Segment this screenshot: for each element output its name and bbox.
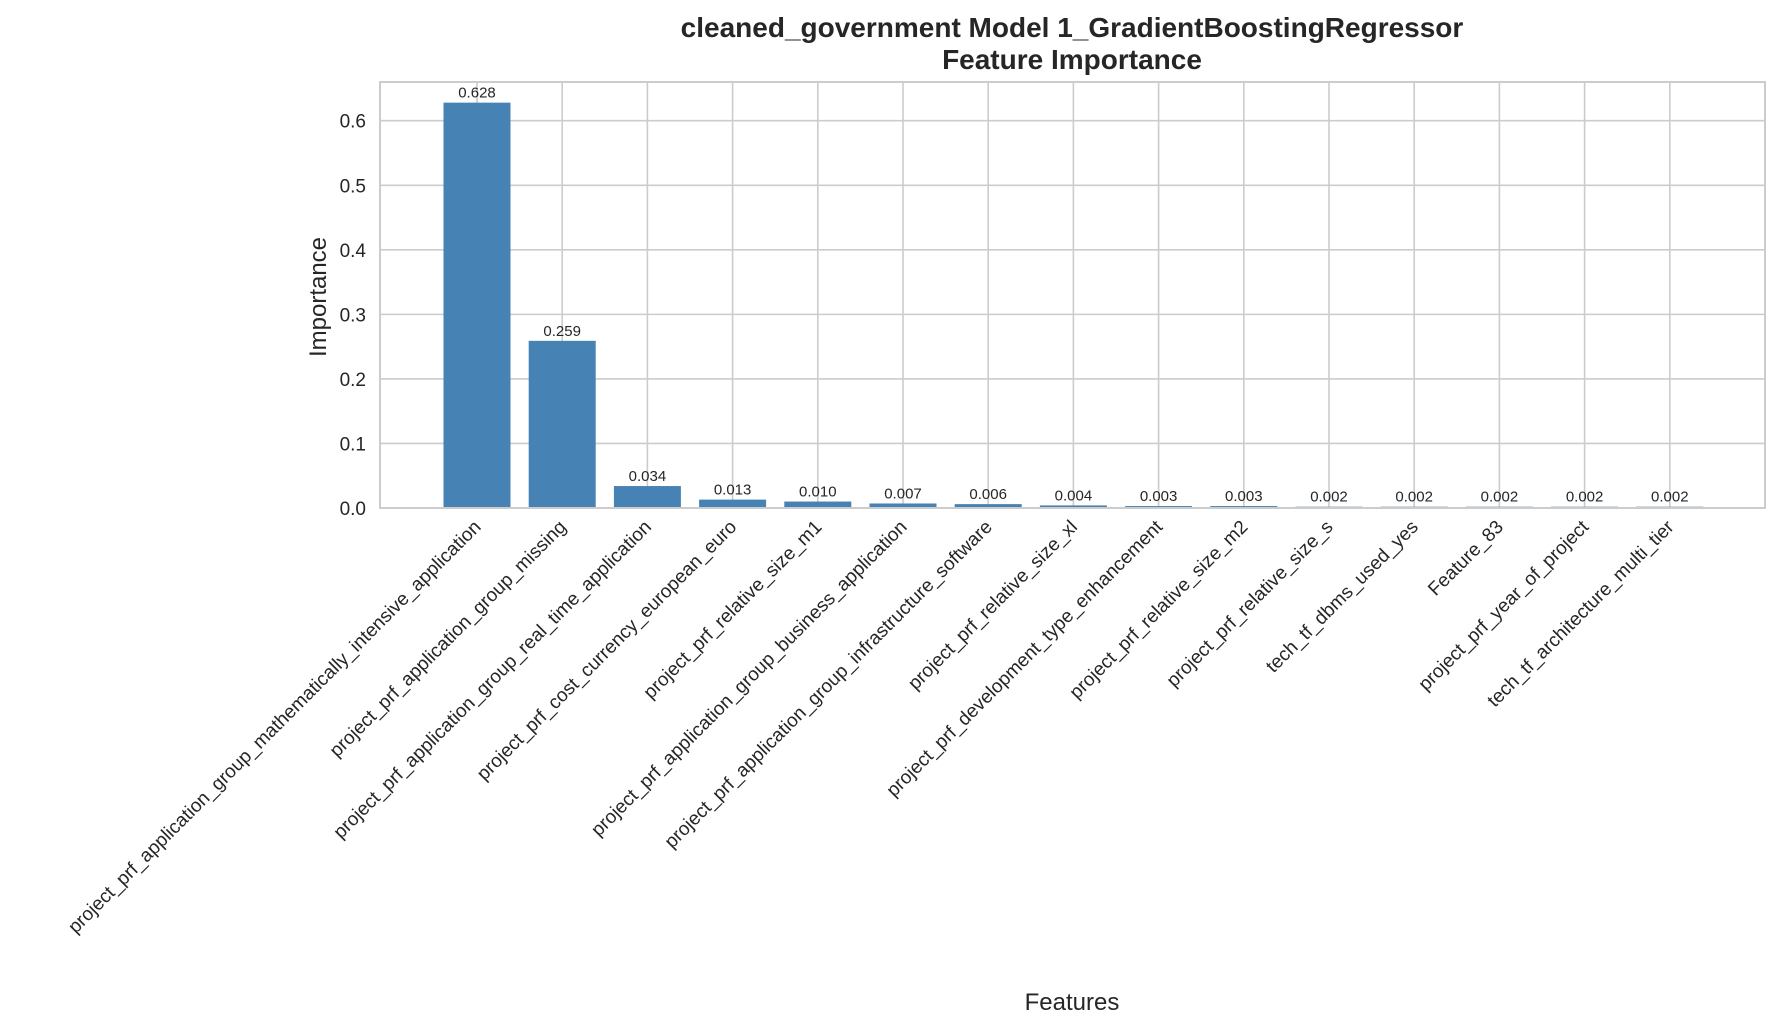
x-tick-label: Feature_83: [1424, 517, 1508, 601]
bar-value-label: 0.013: [714, 482, 752, 499]
x-tick-label: project_prf_relative_size_m2: [1066, 517, 1253, 704]
y-tick-label: 0.2: [340, 370, 366, 391]
y-axis-ticks: 0.0 0.1 0.2 0.3 0.4 0.5 0.6: [340, 112, 367, 520]
bar: [613, 486, 681, 508]
bar: [1039, 505, 1107, 508]
bar-value-label: 0.006: [969, 486, 1007, 503]
x-tick-label: tech_tf_architecture_multi_tier: [1484, 516, 1679, 711]
y-tick-label: 0.0: [340, 499, 366, 520]
x-tick-label: project_prf_relative_size_xl: [904, 517, 1082, 695]
bar: [443, 102, 511, 509]
y-tick-label: 0.3: [340, 305, 366, 326]
bar-value-label: 0.007: [884, 485, 922, 502]
x-tick-label: project_prf_year_of_project: [1415, 516, 1594, 695]
bars: [443, 102, 1704, 509]
x-axis-label: Features: [1025, 989, 1120, 1016]
bar: [869, 503, 937, 508]
grid-lines: [380, 82, 1765, 509]
x-tick-label: project_prf_application_group_mathematic…: [64, 517, 485, 938]
x-tick-label: tech_tf_dbms_used_yes: [1262, 517, 1422, 677]
bar-value-label: 0.004: [1055, 487, 1093, 504]
bar-value-label: 0.628: [458, 85, 496, 102]
bar: [699, 499, 767, 508]
bar: [784, 501, 852, 508]
x-axis-ticks: project_prf_application_group_mathematic…: [64, 516, 1678, 938]
x-tick-label: project_prf_application_group_infrastruc…: [661, 517, 997, 853]
bar-value-label: 0.003: [1225, 488, 1263, 505]
x-tick-label: project_prf_application_group_real_time_…: [330, 517, 656, 843]
bar-value-label: 0.003: [1140, 488, 1178, 505]
value-labels: 0.628 0.259 0.034 0.013 0.010 0.007 0.006 0.004…: [458, 85, 1688, 506]
bar-value-label: 0.002: [1566, 489, 1604, 506]
plot-frame: [379, 81, 1766, 509]
x-tick-label: project_prf_application_group_business_a…: [587, 517, 911, 841]
y-tick-label: 0.1: [340, 434, 366, 455]
bar-value-label: 0.002: [1395, 489, 1433, 506]
y-tick-label: 0.4: [340, 241, 367, 262]
bar: [954, 504, 1022, 508]
bar: [528, 340, 596, 508]
y-tick-label: 0.5: [340, 176, 366, 197]
y-axis-label: Importance: [305, 237, 332, 357]
x-tick-label: project_prf_relative_size_s: [1163, 517, 1338, 692]
bar-value-label: 0.002: [1651, 489, 1689, 506]
bar-value-label: 0.034: [629, 468, 667, 485]
chart-title-line-1: cleaned_government Model 1_GradientBoost…: [681, 12, 1464, 43]
y-tick-label: 0.6: [340, 112, 366, 133]
chart-title-line-2: Feature Importance: [942, 44, 1202, 75]
bar-value-label: 0.002: [1481, 489, 1519, 506]
bar-value-label: 0.010: [799, 484, 837, 501]
bar-value-label: 0.002: [1310, 489, 1348, 506]
bar-value-label: 0.259: [543, 323, 581, 340]
x-tick-label: project_prf_relative_size_m1: [640, 517, 827, 704]
